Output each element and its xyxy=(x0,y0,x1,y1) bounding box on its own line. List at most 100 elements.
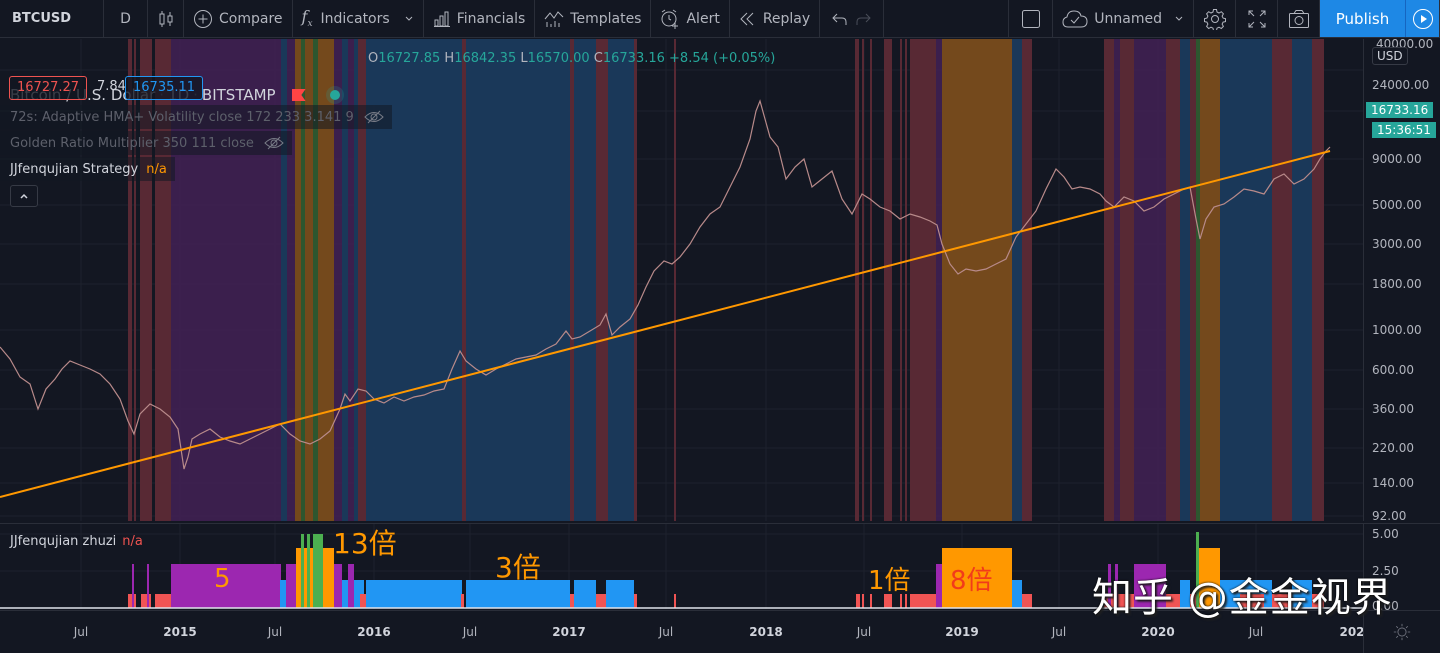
time-tick: 202 xyxy=(1339,625,1365,639)
publish-label: Publish xyxy=(1335,9,1390,28)
time-tick: 2020 xyxy=(1141,625,1175,639)
templates-button[interactable]: Templates xyxy=(535,0,652,37)
settings-button[interactable] xyxy=(1194,0,1236,37)
axis-settings-button[interactable] xyxy=(1363,610,1440,653)
bar-chart-icon xyxy=(433,11,450,27)
chevron-down-icon[interactable] xyxy=(404,15,414,23)
time-tick: 2016 xyxy=(357,625,391,639)
annotation-1x: 1倍 xyxy=(868,566,911,596)
time-tick: Jul xyxy=(462,625,478,639)
ohlc-values: O16727.85 H16842.35 L16570.00 C16733.16 … xyxy=(368,51,775,66)
gear-icon xyxy=(1393,623,1411,641)
time-tick: 2015 xyxy=(163,625,197,639)
compare-button[interactable]: Compare xyxy=(184,0,293,37)
candles-icon xyxy=(159,10,172,27)
indicator-legend-hma[interactable]: 72s: Adaptive HMA+ Volatility close 172 … xyxy=(0,105,392,129)
chevron-down-icon[interactable] xyxy=(1174,15,1184,23)
open-label: O xyxy=(368,51,379,66)
indicator-label: JJfenqujian Strategy xyxy=(10,161,139,177)
eye-off-icon[interactable] xyxy=(264,136,284,150)
sub-tick: 2.50 xyxy=(1372,564,1399,578)
save-layout-button[interactable]: Unnamed xyxy=(1053,0,1194,37)
time-tick: Jul xyxy=(658,625,674,639)
sub-pane-canvas[interactable] xyxy=(0,524,1363,609)
time-tick: 2017 xyxy=(552,625,586,639)
collapse-legend-button[interactable] xyxy=(10,185,38,207)
replay-label: Replay xyxy=(762,10,811,27)
cloud-check-icon xyxy=(1062,9,1088,27)
chevron-up-icon xyxy=(20,193,28,199)
symbol-label: BTCUSD xyxy=(12,11,72,26)
alert-button[interactable]: Alert xyxy=(651,0,730,37)
chart-type-button[interactable] xyxy=(148,0,184,37)
high-value: 16842.35 xyxy=(454,51,517,66)
legend-exchange: BITSTAMP xyxy=(201,86,276,104)
time-axis[interactable]: Jul 2015 Jul 2016 Jul 2017 Jul 2018 Jul … xyxy=(0,610,1365,653)
replay-button[interactable]: Replay xyxy=(730,0,821,37)
histogram-bars xyxy=(128,532,1324,608)
main-chart-pane[interactable]: Bitcoin / U.S. Dollar · 1D · BITSTAMP O1… xyxy=(0,39,1363,521)
price-tick: 5000.00 xyxy=(1372,198,1422,212)
financials-button[interactable]: Financials xyxy=(424,0,536,37)
snapshot-button[interactable] xyxy=(1278,0,1320,37)
buy-price-button[interactable]: 16735.11 xyxy=(125,76,204,100)
time-tick: 2018 xyxy=(749,625,783,639)
indicator-legend-strategy[interactable]: JJfenqujian Strategy n/a xyxy=(0,157,175,181)
interval-selector[interactable]: D xyxy=(104,0,148,37)
indicator-value: n/a xyxy=(146,161,167,177)
annotation-8x: 8倍 xyxy=(950,566,993,596)
toolbar-spacer xyxy=(884,0,1010,37)
annotation-3x: 3倍 xyxy=(495,551,541,584)
sub-indicator-value: n/a xyxy=(122,534,143,549)
sub-pane-legend[interactable]: JJfenqujian zhuzi n/a xyxy=(10,534,143,549)
price-axis[interactable]: 40000.00 USD 24000.00 16733.16 15:36:51 … xyxy=(1363,37,1440,523)
redo-icon[interactable] xyxy=(855,12,871,26)
indicator-sub-pane[interactable]: JJfenqujian zhuzi n/a 5 13倍 3倍 1倍 8倍 xyxy=(0,523,1363,609)
price-tick: 1000.00 xyxy=(1372,323,1422,337)
change-value: +8.54 (+0.05%) xyxy=(669,51,776,66)
time-tick: 2019 xyxy=(945,625,979,639)
price-tick: 140.00 xyxy=(1372,476,1414,490)
open-value: 16727.85 xyxy=(378,51,441,66)
sell-price-button[interactable]: 16727.27 xyxy=(9,76,88,100)
flag-icon[interactable] xyxy=(291,89,306,101)
gear-icon xyxy=(1203,8,1226,30)
alert-label: Alert xyxy=(686,10,720,27)
last-price-label: 16733.16 xyxy=(1366,102,1434,118)
sub-tick: 0.00 xyxy=(1372,599,1399,613)
templates-label: Templates xyxy=(570,10,642,27)
price-tick: 24000.00 xyxy=(1372,78,1430,92)
financials-label: Financials xyxy=(456,10,526,27)
high-label: H xyxy=(444,51,455,66)
market-status-icon[interactable] xyxy=(329,90,340,100)
time-tick: Jul xyxy=(1051,625,1067,639)
layout-select-button[interactable] xyxy=(1009,0,1054,37)
play-button[interactable] xyxy=(1406,0,1440,37)
watermark: 知乎 @金金视界 xyxy=(1092,575,1393,621)
symbol-search[interactable]: BTCUSD xyxy=(0,0,104,37)
interval-label: D xyxy=(120,10,131,27)
undo-redo-group xyxy=(820,0,885,37)
layout-name-label: Unnamed xyxy=(1094,10,1162,27)
trendline xyxy=(0,150,1331,498)
alarm-clock-icon xyxy=(661,9,679,29)
top-toolbar: BTCUSD D Compare fx Indicators Financial… xyxy=(0,0,1440,38)
undo-icon[interactable] xyxy=(832,12,848,26)
fullscreen-button[interactable] xyxy=(1236,0,1278,37)
annotation-13x: 13倍 xyxy=(333,527,397,560)
camera-icon xyxy=(1288,9,1309,28)
publish-button[interactable]: Publish xyxy=(1320,0,1406,37)
indicators-label: Indicators xyxy=(320,10,390,27)
indicators-button[interactable]: fx Indicators xyxy=(293,0,424,37)
indicator-legend-golden-ratio[interactable]: Golden Ratio Multiplier 350 111 close xyxy=(0,131,292,155)
currency-label[interactable]: USD xyxy=(1372,47,1408,65)
indicator-label: Golden Ratio Multiplier 350 111 close xyxy=(10,135,254,151)
price-chart-canvas[interactable] xyxy=(0,39,1363,521)
time-tick: Jul xyxy=(856,625,872,639)
play-circle-icon xyxy=(1412,8,1433,29)
fullscreen-icon xyxy=(1248,10,1265,27)
eye-off-icon[interactable] xyxy=(364,110,384,124)
sub-pane-axis[interactable]: 5.00 2.50 0.00 xyxy=(1363,523,1440,613)
price-tick: 220.00 xyxy=(1372,441,1414,455)
price-tick: 9000.00 xyxy=(1372,152,1422,166)
